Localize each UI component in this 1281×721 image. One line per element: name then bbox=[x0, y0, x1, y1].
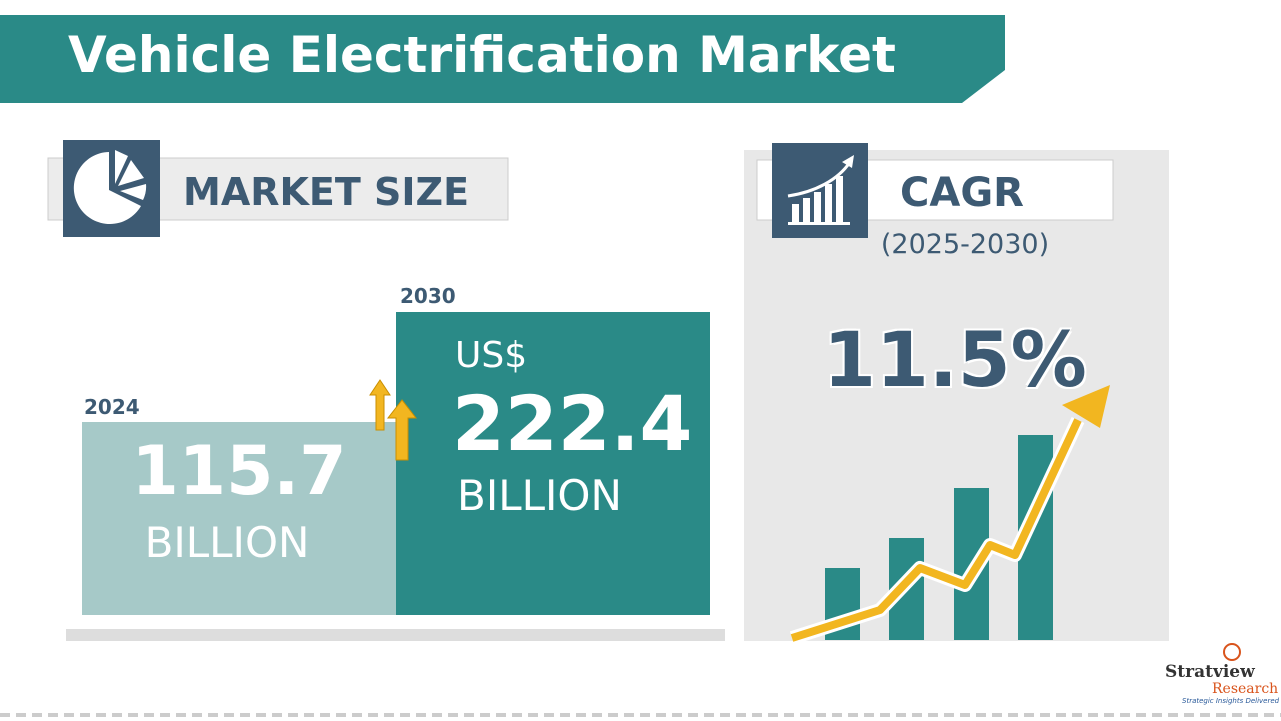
trend-line bbox=[790, 418, 1082, 642]
box-2030 bbox=[396, 312, 710, 615]
value-2030: 222.4 bbox=[452, 379, 693, 468]
market-size-label: MARKET SIZE bbox=[183, 170, 470, 214]
logo-tagline: Strategic Insights Delivered bbox=[1182, 697, 1280, 705]
pie-icon bbox=[73, 150, 147, 224]
trend-arrowhead bbox=[1062, 385, 1110, 428]
growth-arrows bbox=[369, 379, 418, 461]
base-bar bbox=[66, 629, 725, 641]
unit-2030: BILLION bbox=[457, 471, 622, 520]
cagr-period: (2025-2030) bbox=[880, 229, 1050, 260]
year-2030: 2030 bbox=[400, 284, 456, 308]
box-2024 bbox=[82, 422, 396, 615]
currency: US$ bbox=[455, 335, 528, 376]
logo-name: Stratview bbox=[1165, 662, 1255, 682]
year-2024: 2024 bbox=[84, 395, 140, 419]
cagr-label: CAGR bbox=[900, 170, 1024, 216]
chart-icon bbox=[787, 155, 854, 225]
cagr-value: 11.5% bbox=[823, 315, 1087, 404]
value-2024: 115.7 bbox=[131, 432, 347, 511]
title-banner bbox=[0, 15, 1005, 103]
logo-sub: Research bbox=[1212, 681, 1279, 697]
unit-2024: BILLION bbox=[144, 518, 310, 567]
logo-mark bbox=[1223, 643, 1241, 661]
title: Vehicle Electrification Market bbox=[68, 26, 896, 84]
